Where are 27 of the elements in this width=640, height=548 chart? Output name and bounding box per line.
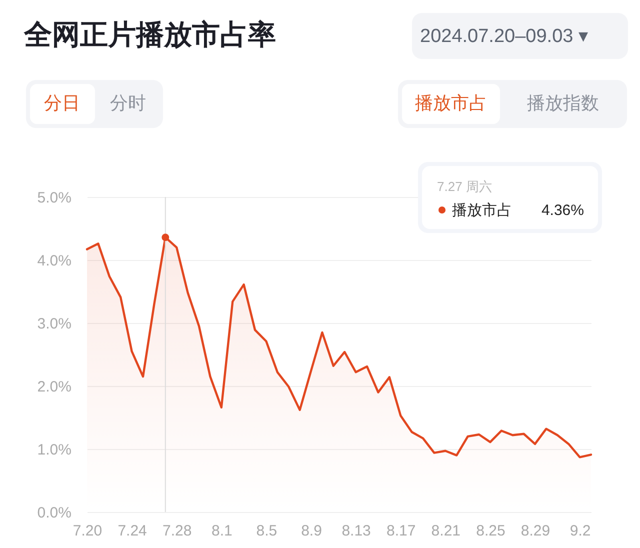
y-tick-label: 5.0% — [37, 190, 72, 206]
x-tick-label: 8.29 — [520, 522, 550, 540]
x-tick-label: 7.24 — [118, 522, 147, 540]
x-tick-label: 8.17 — [386, 522, 416, 540]
text: 分日 — [44, 93, 80, 114]
text: 7.27 周六 — [437, 179, 492, 194]
x-tick-label: 8.9 — [301, 522, 322, 540]
text: 播放市占 — [415, 93, 487, 114]
y-tick-label: 2.0% — [37, 378, 72, 396]
x-tick-label: 7.20 — [72, 522, 102, 540]
x-tick-label: 7.28 — [162, 522, 192, 540]
x-tick-label: 9.2 — [570, 522, 591, 540]
legend-label: 播放市占 — [452, 201, 512, 219]
x-tick-label: 8.5 — [256, 522, 278, 540]
y-tick-label: 3.0% — [37, 316, 72, 332]
text: 2024.07.20–09.03 ▾ — [420, 26, 588, 47]
x-tick-label: 8.21 — [431, 522, 460, 540]
x-tick-label: 8.13 — [342, 522, 371, 540]
y-tick-label: 4.0% — [37, 252, 72, 270]
y-tick-label: 1.0% — [37, 442, 72, 458]
y-tick-label: 0.0% — [37, 504, 72, 522]
x-tick-label: 8.25 — [476, 522, 506, 540]
text: 播放指数 — [527, 93, 599, 114]
text: 分时 — [110, 93, 146, 114]
annotation: 4.36% — [541, 202, 584, 219]
chart-title: 全网正片播放市占率 — [23, 18, 276, 51]
x-tick-label: 8.1 — [211, 522, 232, 540]
